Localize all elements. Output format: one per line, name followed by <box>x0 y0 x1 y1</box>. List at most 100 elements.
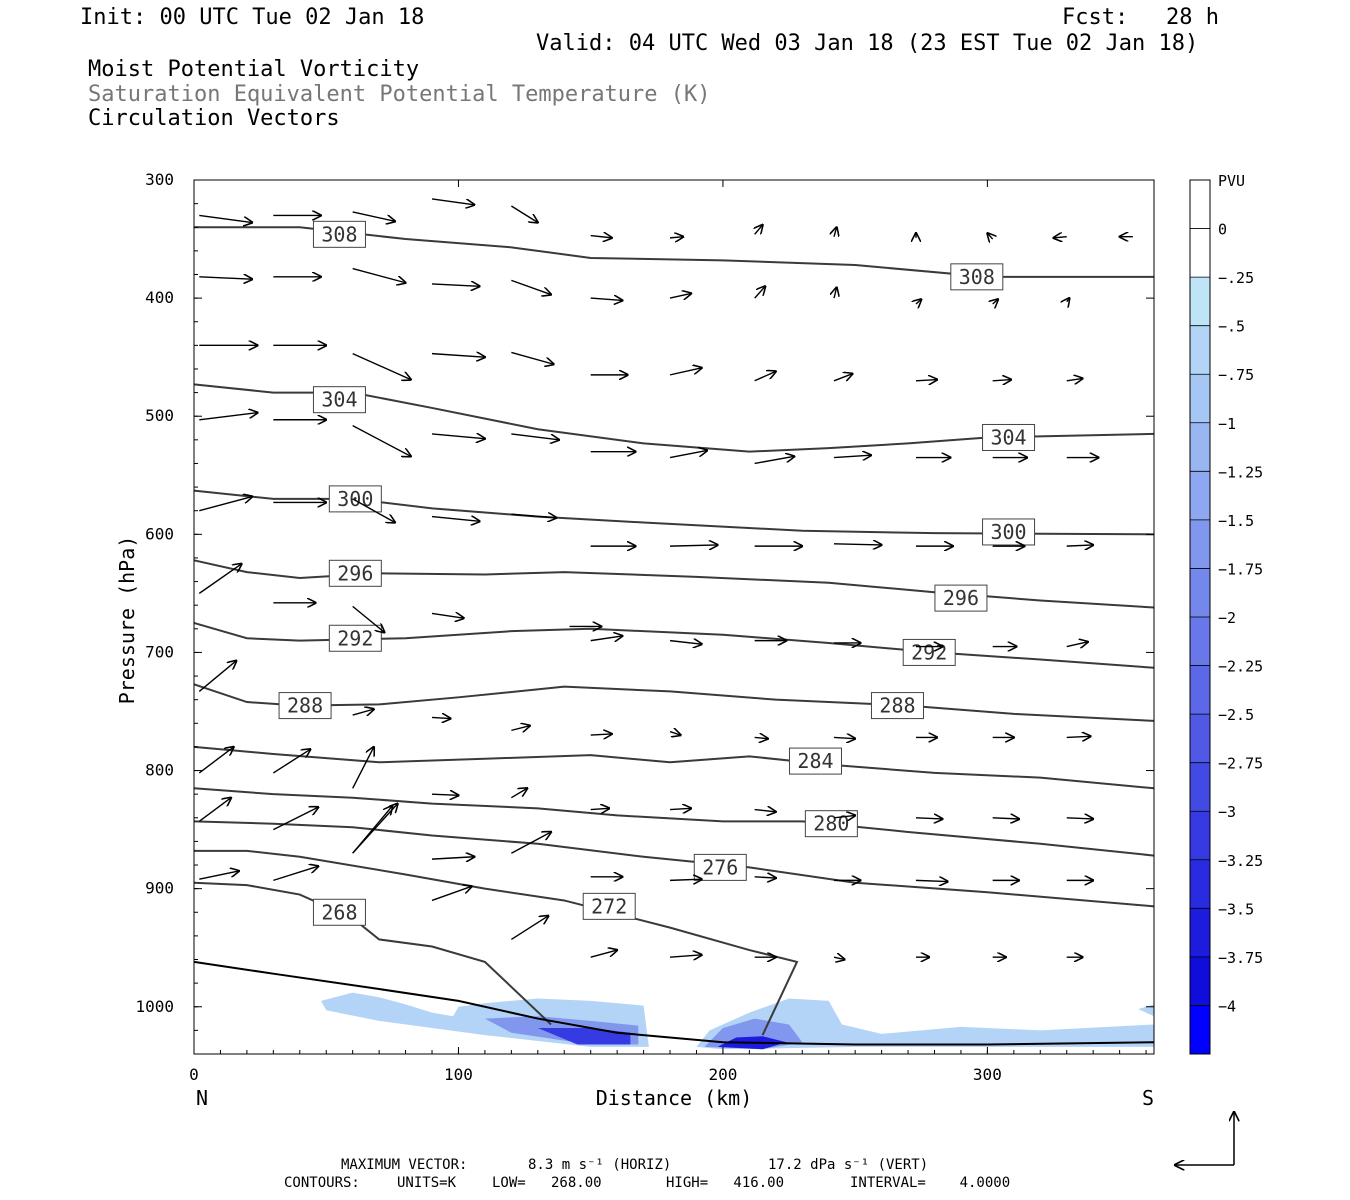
x-tick-label: 100 <box>444 1065 473 1084</box>
contour-label: 268 <box>321 900 357 924</box>
colorbar-level-label: −2.75 <box>1218 755 1263 773</box>
x-axis-label: Distance (km) <box>596 1086 753 1110</box>
field-title-theta-es: Saturation Equivalent Potential Temperat… <box>88 82 711 107</box>
contour-label: 308 <box>321 222 357 246</box>
contour-label-box <box>950 263 1004 291</box>
contour-label: 300 <box>990 520 1026 544</box>
contour-label: 296 <box>337 561 373 585</box>
circulation-vector <box>510 205 537 223</box>
contour-label-box <box>328 559 382 587</box>
circulation-vector <box>511 351 553 364</box>
circulation-vector <box>510 916 548 941</box>
circulation-vector <box>834 227 837 236</box>
circulation-vector <box>511 514 556 518</box>
contours-low: LOW= 268.00 <box>492 1175 602 1191</box>
circulation-vector <box>590 734 612 735</box>
contour-label-box <box>693 853 747 881</box>
circulation-vector <box>590 808 610 809</box>
circulation-vector <box>669 237 683 238</box>
colorbar-level-label: −1 <box>1218 415 1236 433</box>
circulation-vector <box>273 866 318 882</box>
valid-time: Valid: 04 UTC Wed 03 Jan 18 (23 EST Tue … <box>536 31 1199 56</box>
circulation-vector <box>833 374 853 382</box>
theta-es-contour <box>193 881 552 1026</box>
circulation-vector <box>272 749 310 774</box>
colorbar-level-label: −4 <box>1218 997 1236 1015</box>
circulation-vector <box>833 737 855 738</box>
colorbar-swatch <box>1190 1005 1210 1055</box>
x-end-label-north: N <box>196 1086 208 1110</box>
colorbar-swatch <box>1190 277 1210 327</box>
contour-label-box <box>982 518 1036 546</box>
circulation-vector <box>199 871 239 880</box>
colorbar-level-label: −1.5 <box>1218 512 1254 530</box>
circulation-vector <box>199 277 252 279</box>
circulation-vector <box>1066 818 1093 819</box>
contour-label: 288 <box>879 694 915 718</box>
colorbar-level-label: −.25 <box>1218 269 1254 287</box>
contour-label: 296 <box>943 586 979 610</box>
circulation-vector <box>992 818 1019 819</box>
circulation-vector <box>1066 642 1088 647</box>
circulation-vector <box>833 544 882 545</box>
contour-label: 288 <box>287 694 323 718</box>
contour-label: 280 <box>813 812 849 836</box>
colorbar-level-label: −3 <box>1218 803 1236 821</box>
contour-label: 292 <box>337 626 373 650</box>
y-tick-label: 500 <box>145 406 174 425</box>
colorbar-level-label: −.5 <box>1218 318 1245 336</box>
circulation-vector <box>352 211 395 221</box>
contour-label-box <box>278 692 332 720</box>
circulation-vector <box>754 810 776 812</box>
plot-frame <box>193 179 1155 1055</box>
reference-vector-icon <box>1175 1112 1234 1165</box>
contour-label: 308 <box>959 265 995 289</box>
x-tick-label: 0 <box>189 1065 199 1084</box>
circulation-vector <box>915 880 948 881</box>
colorbar-swatch <box>1190 374 1210 424</box>
circulation-vector <box>431 354 485 358</box>
colorbar-level-label: −2 <box>1218 609 1236 627</box>
circulation-vector <box>199 214 252 222</box>
max-vector-label: MAXIMUM VECTOR: <box>341 1157 468 1173</box>
contours-units: UNITS=K <box>397 1175 457 1191</box>
contour-label-box <box>312 386 366 414</box>
circulation-vector <box>833 957 845 959</box>
colorbar-level-label: −3.5 <box>1218 900 1254 918</box>
terrain-surface-line <box>193 960 1155 1046</box>
colorbar-swatch <box>1190 422 1210 472</box>
colorbar-swatch <box>1190 471 1210 521</box>
circulation-vector <box>992 380 1012 381</box>
colorbar-swatch <box>1190 811 1210 861</box>
circulation-vector <box>198 564 241 594</box>
x-tick-label: 200 <box>708 1065 737 1084</box>
y-axis-label: Pressure (hPa) <box>115 536 139 705</box>
colorbar-level-label: 0 <box>1218 221 1227 239</box>
circulation-vector <box>199 497 252 512</box>
circulation-vector <box>352 352 411 380</box>
colorbar-swatch <box>1190 325 1210 375</box>
contour-label: 304 <box>321 388 357 412</box>
colorbar-swatch <box>1190 859 1210 909</box>
contour-label: 276 <box>702 855 738 879</box>
contours-high: HIGH= 416.00 <box>666 1175 785 1191</box>
circulation-vector <box>431 794 458 795</box>
circulation-vector <box>590 636 623 641</box>
contour-label: 304 <box>990 425 1026 449</box>
field-title-mpv: Moist Potential Vorticity <box>88 57 420 82</box>
circulation-vector <box>755 225 763 234</box>
circulation-vector <box>669 732 681 736</box>
circulation-vector <box>987 233 992 239</box>
contour-label-box <box>934 584 988 612</box>
circulation-vector <box>1067 298 1070 302</box>
y-tick-label: 400 <box>145 288 174 307</box>
y-tick-label: 900 <box>145 879 174 898</box>
contours-label: CONTOURS: <box>284 1175 360 1191</box>
colorbar-units: PVU <box>1218 172 1245 190</box>
colorbar-level-label: −1.25 <box>1218 463 1263 481</box>
circulation-vector <box>198 747 233 774</box>
circulation-vector <box>198 798 231 822</box>
circulation-vector <box>833 455 871 457</box>
circulation-vector <box>431 613 464 618</box>
